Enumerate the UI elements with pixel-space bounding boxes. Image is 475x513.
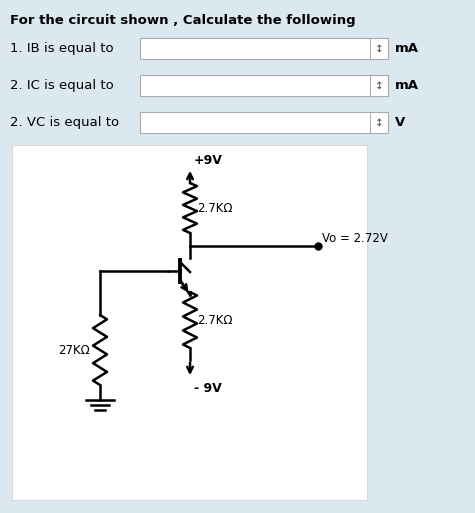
Text: 2. IC is equal to: 2. IC is equal to (10, 79, 114, 92)
Text: mA: mA (395, 42, 419, 55)
FancyBboxPatch shape (140, 112, 388, 133)
Text: ↕: ↕ (375, 44, 383, 53)
FancyBboxPatch shape (140, 38, 388, 59)
Text: For the circuit shown , Calculate the following: For the circuit shown , Calculate the fo… (10, 14, 356, 27)
Text: Vo = 2.72V: Vo = 2.72V (322, 232, 388, 245)
Text: mA: mA (395, 79, 419, 92)
Text: - 9V: - 9V (194, 382, 222, 395)
Text: 2.7KΩ: 2.7KΩ (197, 313, 232, 326)
FancyBboxPatch shape (140, 75, 388, 96)
Text: 2. VC is equal to: 2. VC is equal to (10, 116, 119, 129)
Text: +9V: +9V (194, 154, 223, 167)
Text: ↕: ↕ (375, 117, 383, 128)
Text: 1. IB is equal to: 1. IB is equal to (10, 42, 114, 55)
Text: ↕: ↕ (375, 81, 383, 90)
FancyBboxPatch shape (12, 145, 367, 500)
Text: 2.7KΩ: 2.7KΩ (197, 202, 232, 214)
Text: V: V (395, 116, 405, 129)
Text: 27KΩ: 27KΩ (58, 344, 90, 357)
